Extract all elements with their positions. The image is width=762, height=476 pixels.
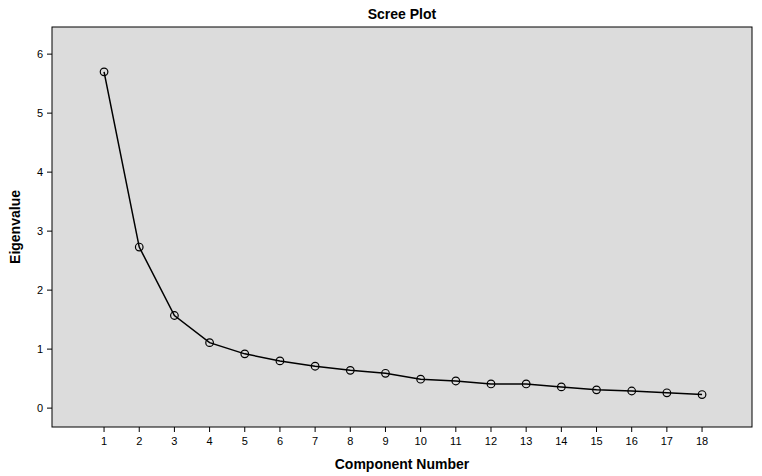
x-tick xyxy=(104,427,105,432)
x-tick-label: 16 xyxy=(626,435,638,447)
x-axis-label: Component Number xyxy=(335,456,470,472)
eigenvalue-marker xyxy=(558,383,566,391)
y-tick-label: 3 xyxy=(37,225,43,237)
x-tick-label: 17 xyxy=(661,435,673,447)
eigenvalue-marker xyxy=(206,339,214,347)
x-tick xyxy=(666,427,667,432)
y-tick xyxy=(47,172,52,173)
x-tick-label: 8 xyxy=(347,435,353,447)
x-tick xyxy=(526,427,527,432)
x-tick xyxy=(596,427,597,432)
x-tick xyxy=(631,427,632,432)
eigenvalue-marker xyxy=(628,387,636,395)
y-tick-label: 1 xyxy=(37,343,43,355)
x-tick xyxy=(174,427,175,432)
eigenvalue-marker xyxy=(276,357,284,365)
eigenvalue-marker xyxy=(241,350,249,358)
x-tick-label: 10 xyxy=(415,435,427,447)
x-tick-label: 11 xyxy=(450,435,461,447)
eigenvalue-marker xyxy=(698,391,706,399)
x-tick-label: 12 xyxy=(485,435,497,447)
eigenvalue-marker xyxy=(100,68,108,76)
eigenvalue-marker xyxy=(663,389,671,397)
x-tick-label: 14 xyxy=(555,435,567,447)
x-tick-label: 15 xyxy=(590,435,602,447)
y-tick-label: 2 xyxy=(37,284,43,296)
eigenvalue-marker xyxy=(311,362,319,370)
y-tick-label: 5 xyxy=(37,107,43,119)
y-tick-label: 0 xyxy=(37,402,43,414)
eigenvalue-marker xyxy=(487,380,495,388)
eigenvalue-line xyxy=(104,72,702,395)
x-tick xyxy=(139,427,140,432)
x-tick xyxy=(420,427,421,432)
x-tick xyxy=(385,427,386,432)
eigenvalue-marker xyxy=(135,243,143,251)
data-group xyxy=(100,68,706,398)
x-tick-label: 13 xyxy=(520,435,532,447)
chart-container: 0123456123456789101112131415161718Scree … xyxy=(0,0,762,476)
x-tick-label: 9 xyxy=(382,435,388,447)
x-tick-label: 3 xyxy=(171,435,177,447)
eigenvalue-marker xyxy=(417,375,425,383)
x-tick xyxy=(561,427,562,432)
y-tick-label: 6 xyxy=(37,48,43,60)
x-tick-label: 1 xyxy=(101,435,107,447)
x-tick xyxy=(315,427,316,432)
x-tick-label: 6 xyxy=(277,435,283,447)
eigenvalue-marker xyxy=(171,312,179,320)
x-tick xyxy=(702,427,703,432)
eigenvalue-marker xyxy=(382,370,390,378)
chart-svg: 0123456123456789101112131415161718Scree … xyxy=(0,0,762,476)
plot-frame xyxy=(52,27,752,427)
y-tick xyxy=(47,113,52,114)
y-tick xyxy=(47,54,52,55)
y-axis-label: Eigenvalue xyxy=(7,190,23,264)
eigenvalue-marker xyxy=(593,386,601,394)
chart-title: Scree Plot xyxy=(368,6,437,22)
y-tick xyxy=(47,408,52,409)
y-tick xyxy=(47,231,52,232)
y-tick-label: 4 xyxy=(37,166,43,178)
x-tick xyxy=(244,427,245,432)
x-tick-label: 7 xyxy=(312,435,318,447)
x-tick-label: 18 xyxy=(696,435,708,447)
eigenvalue-marker xyxy=(452,377,460,385)
y-tick xyxy=(47,349,52,350)
x-tick-label: 5 xyxy=(242,435,248,447)
eigenvalue-marker xyxy=(346,367,354,375)
x-tick xyxy=(279,427,280,432)
x-tick xyxy=(350,427,351,432)
plot-background xyxy=(52,27,752,427)
y-tick xyxy=(47,290,52,291)
x-tick-label: 4 xyxy=(207,435,213,447)
x-tick-label: 2 xyxy=(136,435,142,447)
x-tick xyxy=(209,427,210,432)
eigenvalue-marker xyxy=(522,380,530,388)
x-tick xyxy=(455,427,456,432)
x-tick xyxy=(490,427,491,432)
